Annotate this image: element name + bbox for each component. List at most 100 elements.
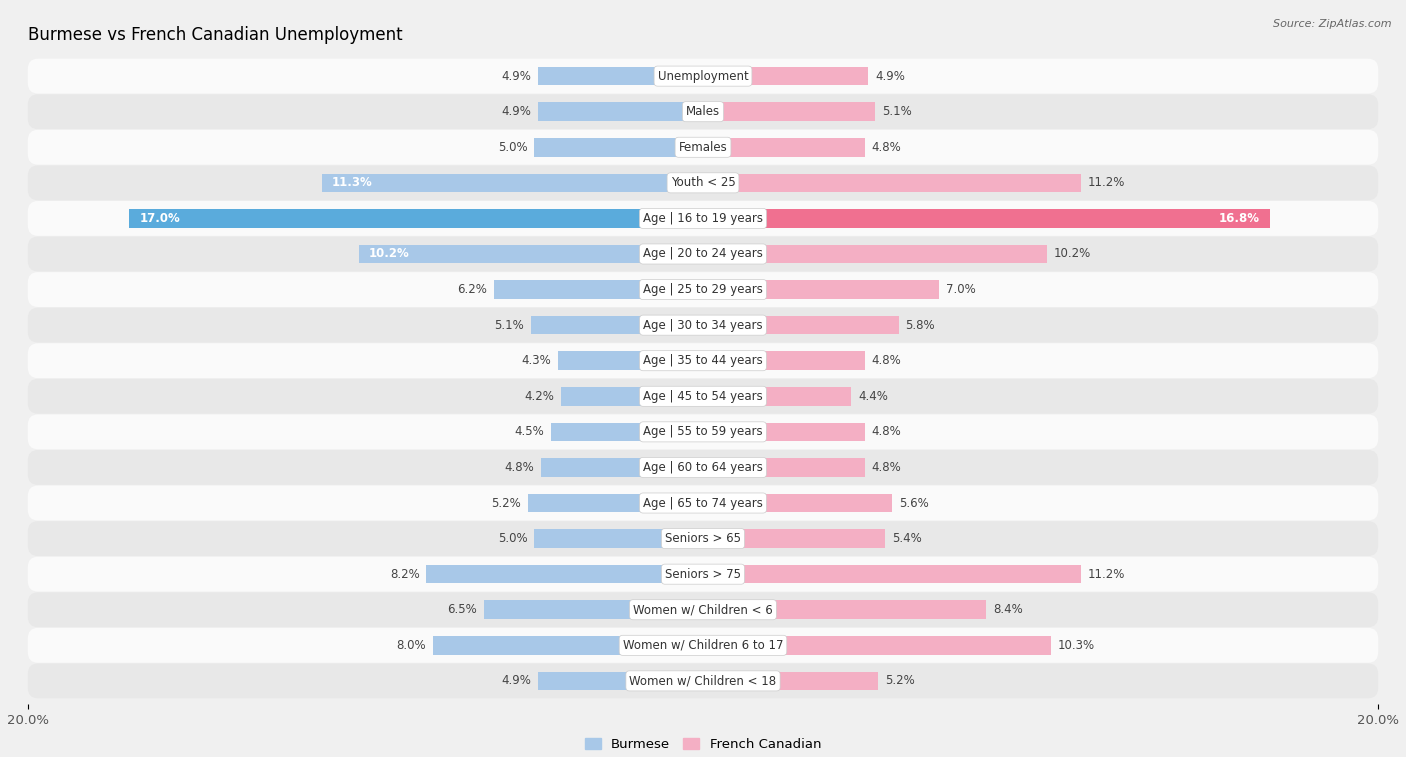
Text: 6.2%: 6.2% [457,283,486,296]
Text: 5.6%: 5.6% [898,497,928,509]
Text: 4.8%: 4.8% [872,354,901,367]
Bar [537,102,703,121]
Text: 4.9%: 4.9% [875,70,905,83]
Text: 11.2%: 11.2% [1088,568,1125,581]
Bar [551,422,703,441]
Bar [534,529,703,548]
Text: 10.2%: 10.2% [368,248,409,260]
Text: Age | 35 to 44 years: Age | 35 to 44 years [643,354,763,367]
Text: 5.0%: 5.0% [498,532,527,545]
Bar [703,636,1050,655]
Text: 4.9%: 4.9% [501,70,531,83]
Text: Age | 20 to 24 years: Age | 20 to 24 years [643,248,763,260]
Text: Women w/ Children < 6: Women w/ Children < 6 [633,603,773,616]
FancyBboxPatch shape [28,592,1378,627]
FancyBboxPatch shape [28,485,1378,521]
Bar [541,458,703,477]
Text: 4.2%: 4.2% [524,390,554,403]
Text: Seniors > 75: Seniors > 75 [665,568,741,581]
FancyBboxPatch shape [28,521,1378,556]
FancyBboxPatch shape [28,130,1378,165]
Bar [129,209,703,228]
Text: Burmese vs French Canadian Unemployment: Burmese vs French Canadian Unemployment [28,26,402,44]
Legend: Burmese, French Canadian: Burmese, French Canadian [579,733,827,756]
Text: 5.1%: 5.1% [882,105,911,118]
Bar [703,671,879,690]
Text: Females: Females [679,141,727,154]
Bar [322,173,703,192]
Bar [703,351,865,370]
Text: Women w/ Children < 18: Women w/ Children < 18 [630,674,776,687]
Text: Women w/ Children 6 to 17: Women w/ Children 6 to 17 [623,639,783,652]
Bar [703,494,891,512]
FancyBboxPatch shape [28,307,1378,343]
FancyBboxPatch shape [28,236,1378,272]
Text: Age | 45 to 54 years: Age | 45 to 54 years [643,390,763,403]
Text: Age | 65 to 74 years: Age | 65 to 74 years [643,497,763,509]
Text: 4.3%: 4.3% [522,354,551,367]
Text: Unemployment: Unemployment [658,70,748,83]
Bar [494,280,703,299]
FancyBboxPatch shape [28,628,1378,662]
Bar [703,280,939,299]
FancyBboxPatch shape [28,663,1378,698]
Bar [531,316,703,335]
Text: 4.9%: 4.9% [501,105,531,118]
Bar [703,138,865,157]
FancyBboxPatch shape [28,378,1378,414]
Text: 7.0%: 7.0% [946,283,976,296]
FancyBboxPatch shape [28,556,1378,591]
Bar [703,209,1270,228]
Bar [703,565,1081,584]
FancyBboxPatch shape [28,272,1378,307]
Text: 5.4%: 5.4% [891,532,922,545]
Text: 17.0%: 17.0% [139,212,180,225]
Text: 5.0%: 5.0% [498,141,527,154]
Bar [426,565,703,584]
FancyBboxPatch shape [28,59,1378,94]
Bar [537,671,703,690]
Text: Age | 30 to 34 years: Age | 30 to 34 years [643,319,763,332]
Text: 10.3%: 10.3% [1057,639,1094,652]
Text: Age | 25 to 29 years: Age | 25 to 29 years [643,283,763,296]
Text: 8.4%: 8.4% [993,603,1024,616]
Bar [703,102,875,121]
FancyBboxPatch shape [28,414,1378,450]
Text: 8.2%: 8.2% [389,568,419,581]
Text: Source: ZipAtlas.com: Source: ZipAtlas.com [1274,19,1392,29]
FancyBboxPatch shape [28,450,1378,485]
Text: 4.8%: 4.8% [872,141,901,154]
Text: 4.9%: 4.9% [501,674,531,687]
Text: Seniors > 65: Seniors > 65 [665,532,741,545]
Text: 4.8%: 4.8% [872,425,901,438]
Bar [703,600,987,619]
Text: 4.5%: 4.5% [515,425,544,438]
Text: Age | 60 to 64 years: Age | 60 to 64 years [643,461,763,474]
Text: 5.1%: 5.1% [495,319,524,332]
FancyBboxPatch shape [28,95,1378,129]
Bar [703,422,865,441]
Bar [527,494,703,512]
Text: 8.0%: 8.0% [396,639,426,652]
Text: 5.2%: 5.2% [491,497,520,509]
FancyBboxPatch shape [28,343,1378,378]
Text: 10.2%: 10.2% [1054,248,1091,260]
Bar [558,351,703,370]
Bar [484,600,703,619]
Text: 5.2%: 5.2% [886,674,915,687]
Text: 11.3%: 11.3% [332,176,373,189]
Text: 16.8%: 16.8% [1219,212,1260,225]
Text: Males: Males [686,105,720,118]
Text: 4.8%: 4.8% [872,461,901,474]
Bar [703,316,898,335]
Bar [703,173,1081,192]
Text: 4.4%: 4.4% [858,390,889,403]
Text: Youth < 25: Youth < 25 [671,176,735,189]
Text: 4.8%: 4.8% [505,461,534,474]
FancyBboxPatch shape [28,201,1378,236]
Bar [703,67,869,86]
Text: 5.8%: 5.8% [905,319,935,332]
Text: 6.5%: 6.5% [447,603,477,616]
Bar [359,245,703,263]
Text: Age | 55 to 59 years: Age | 55 to 59 years [643,425,763,438]
